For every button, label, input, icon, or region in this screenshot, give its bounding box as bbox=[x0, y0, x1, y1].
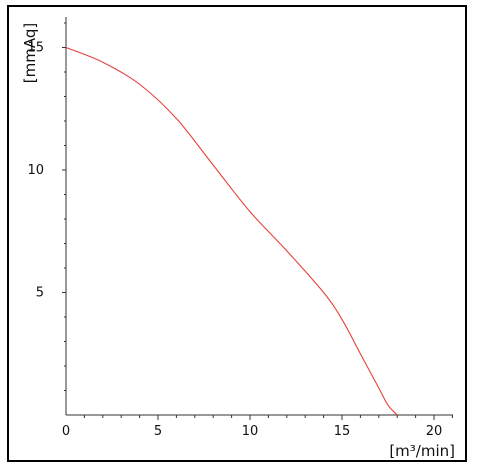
y-tick-label: 15 bbox=[27, 41, 44, 56]
series-line bbox=[65, 46, 398, 416]
y-ticks: 5 10 15 bbox=[27, 22, 66, 391]
axes: 0 5 10 15 20 5 10 15 bbox=[27, 17, 453, 439]
x-tick-label: 5 bbox=[154, 424, 162, 439]
y-axis-label: [mmAq] bbox=[21, 23, 39, 83]
x-tick-label: 10 bbox=[242, 424, 259, 439]
series-group bbox=[65, 46, 398, 416]
x-tick-label: 0 bbox=[62, 424, 70, 439]
y-tick-label: 10 bbox=[27, 163, 44, 178]
chart-frame bbox=[7, 5, 467, 462]
x-tick-label: 20 bbox=[426, 424, 443, 439]
x-tick-label: 15 bbox=[334, 424, 351, 439]
x-axis-label: [m³/min] bbox=[389, 442, 455, 460]
x-ticks: 0 5 10 15 20 bbox=[62, 415, 453, 439]
y-tick-label: 5 bbox=[36, 286, 44, 301]
